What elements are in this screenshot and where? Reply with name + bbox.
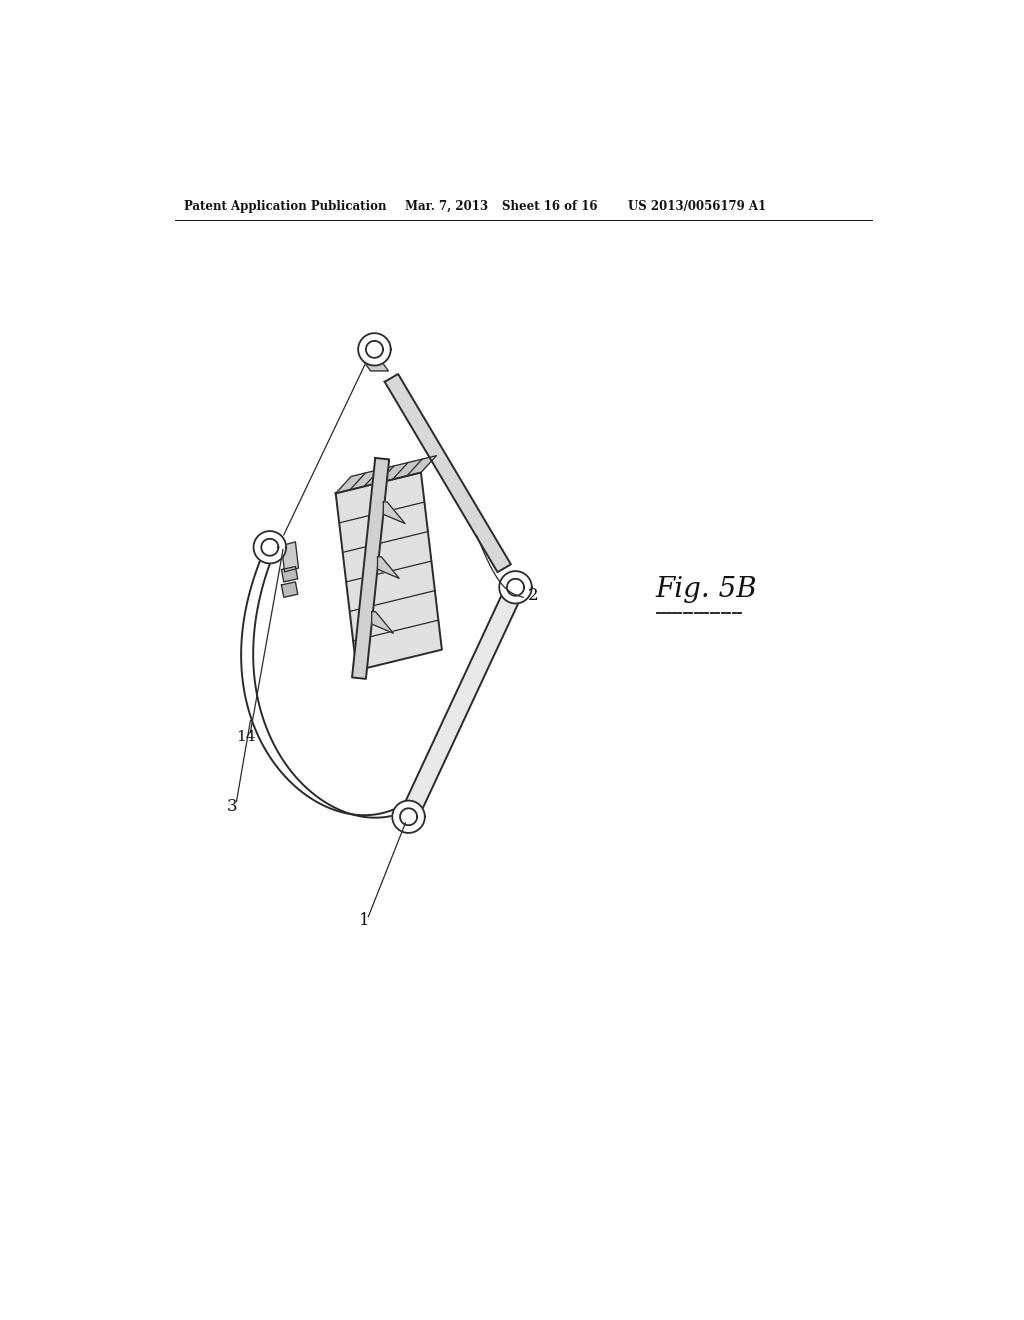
- Polygon shape: [400, 583, 524, 821]
- Polygon shape: [254, 531, 286, 564]
- Polygon shape: [392, 801, 425, 833]
- Text: 3: 3: [226, 797, 237, 814]
- Text: 14: 14: [237, 730, 256, 744]
- Polygon shape: [360, 358, 388, 371]
- Polygon shape: [336, 473, 442, 671]
- Polygon shape: [358, 333, 391, 366]
- Polygon shape: [385, 374, 511, 572]
- Polygon shape: [336, 455, 436, 494]
- Polygon shape: [282, 543, 299, 572]
- Polygon shape: [378, 557, 399, 578]
- Text: Mar. 7, 2013: Mar. 7, 2013: [404, 201, 487, 213]
- Polygon shape: [282, 582, 298, 597]
- Text: Sheet 16 of 16: Sheet 16 of 16: [503, 201, 598, 213]
- Text: Patent Application Publication: Patent Application Publication: [183, 201, 386, 213]
- Text: 2: 2: [528, 587, 539, 605]
- Polygon shape: [372, 611, 393, 634]
- Polygon shape: [352, 458, 389, 678]
- Polygon shape: [500, 572, 531, 603]
- Text: 1: 1: [359, 912, 370, 929]
- Text: Fig. 5B: Fig. 5B: [655, 577, 757, 603]
- Polygon shape: [282, 566, 298, 582]
- Text: US 2013/0056179 A1: US 2013/0056179 A1: [628, 201, 766, 213]
- Polygon shape: [383, 502, 406, 524]
